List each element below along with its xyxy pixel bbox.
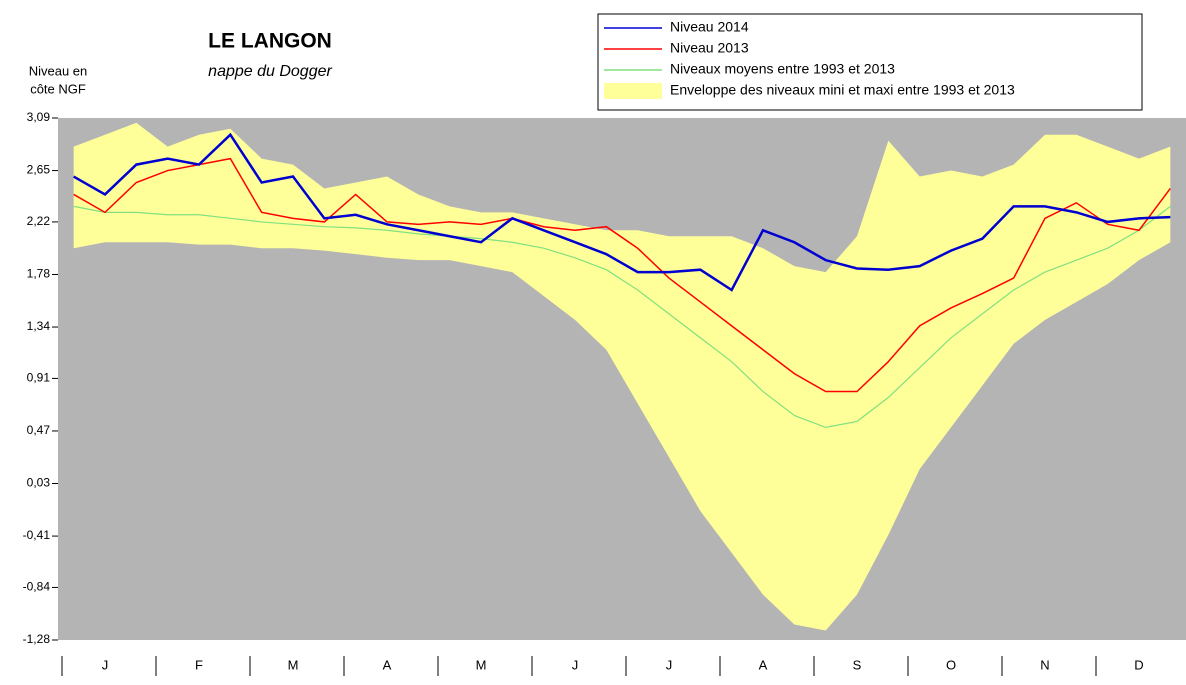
- legend-label: Niveaux moyens entre 1993 et 2013: [670, 61, 895, 77]
- y-axis-label: Niveau en: [29, 63, 88, 78]
- legend-swatch: [604, 83, 662, 99]
- chart-title: LE LANGON: [208, 30, 332, 53]
- y-tick-label: 0,47: [27, 423, 51, 437]
- y-tick-label: -0,84: [23, 580, 51, 594]
- legend-label: Niveau 2013: [670, 40, 749, 56]
- x-tick-label: N: [1040, 657, 1049, 672]
- x-tick-label: D: [1134, 657, 1143, 672]
- chart-subtitle: nappe du Dogger: [208, 63, 332, 80]
- y-tick-label: 1,78: [27, 267, 51, 281]
- legend-label: Niveau 2014: [670, 19, 749, 35]
- y-tick-label: 3,09: [27, 110, 51, 124]
- x-tick-label: A: [759, 657, 768, 672]
- y-tick-label: 2,65: [27, 163, 51, 177]
- x-tick-label: J: [572, 657, 579, 672]
- y-tick-label: 0,03: [27, 476, 51, 490]
- y-axis-label: côte NGF: [30, 81, 86, 96]
- series-line: [73, 205, 1171, 428]
- legend: [597, 13, 1143, 111]
- x-tick-label: M: [476, 657, 487, 672]
- y-tick-label: 2,22: [27, 214, 51, 228]
- y-tick-label: -1,28: [23, 632, 51, 646]
- x-tick-label: J: [102, 657, 109, 672]
- x-tick-label: F: [195, 657, 203, 672]
- y-tick-label: -0,41: [23, 528, 51, 542]
- x-tick-label: S: [853, 657, 862, 672]
- legend-label: Enveloppe des niveaux mini et maxi entre…: [670, 82, 1015, 98]
- x-tick-label: J: [666, 657, 673, 672]
- series-line: [73, 132, 1171, 292]
- y-tick-label: 0,91: [27, 371, 51, 385]
- x-tick-label: O: [946, 657, 956, 672]
- envelope-area: [73, 122, 1171, 631]
- y-tick-label: 1,34: [27, 319, 51, 333]
- x-tick-label: M: [288, 657, 299, 672]
- series-line: [73, 157, 1171, 393]
- x-tick-label: A: [383, 657, 392, 672]
